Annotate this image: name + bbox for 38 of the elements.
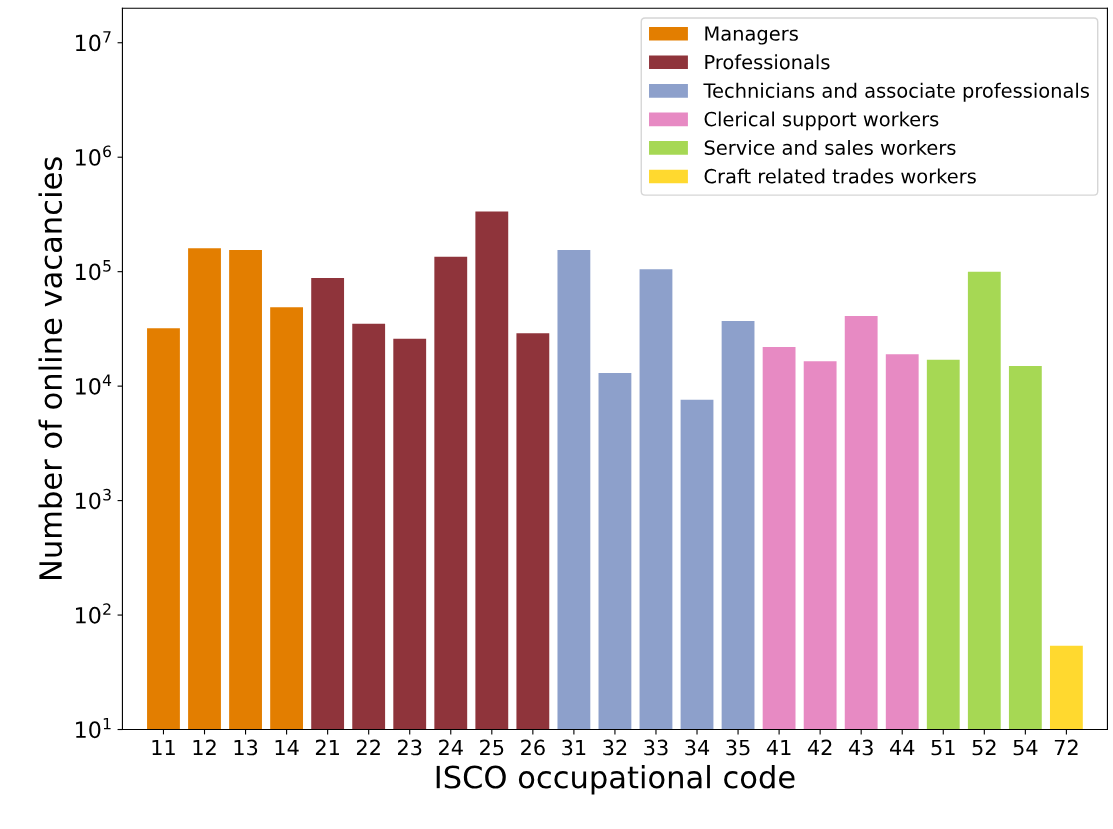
x-tick-label: 43 [848, 739, 873, 756]
y-tick-label: 10$^{3}$ [76, 488, 111, 510]
legend-label: Professionals [705, 54, 830, 70]
x-tick-label: 22 [356, 739, 380, 756]
legend-label: Service and sales workers [704, 139, 956, 155]
legend-label: Craft related trades workers [704, 168, 976, 184]
x-tick-label: 41 [766, 739, 791, 756]
x-tick-label: 42 [807, 739, 832, 756]
x-tick-label: 25 [480, 739, 504, 756]
x-tick-label: 52 [972, 739, 996, 756]
x-tick-label: 32 [603, 739, 627, 756]
y-tick-label: 10$^{7}$ [76, 31, 111, 52]
x-tick-label: 14 [275, 739, 299, 756]
y-tick-label: 10$^{1}$ [76, 717, 111, 739]
y-tick-label: 10$^{2}$ [76, 603, 111, 624]
legend-label: Technicians and associate professionals [703, 82, 1089, 102]
y-tick-label: 10$^{5}$ [76, 260, 111, 281]
x-tick-label: 11 [152, 739, 175, 756]
y-tick-label: 10$^{6}$ [76, 145, 111, 166]
x-tick-label: 31 [562, 739, 586, 756]
x-tick-label: 21 [315, 739, 339, 756]
y-axis-title: Number of online vacancies [38, 157, 63, 580]
x-tick-label: 26 [521, 739, 545, 756]
x-tick-label: 23 [397, 739, 422, 756]
x-tick-label: 72 [1054, 739, 1078, 756]
x-tick-label: 12 [193, 739, 216, 756]
x-axis-title: ISCO occupational code [436, 764, 795, 795]
x-tick-label: 24 [439, 739, 463, 756]
x-tick-label: 54 [1013, 739, 1038, 756]
x-tick-label: 34 [685, 739, 710, 756]
x-tick-label: 51 [931, 739, 955, 756]
x-tick-label: 33 [644, 739, 668, 756]
x-tick-label: 13 [234, 739, 258, 756]
y-tick-label: 10$^{4}$ [76, 374, 112, 395]
legend-label: Managers [705, 26, 798, 45]
x-tick-label: 35 [726, 739, 750, 756]
x-tick-label: 44 [889, 739, 915, 756]
legend-label: Clerical support workers [704, 111, 939, 131]
